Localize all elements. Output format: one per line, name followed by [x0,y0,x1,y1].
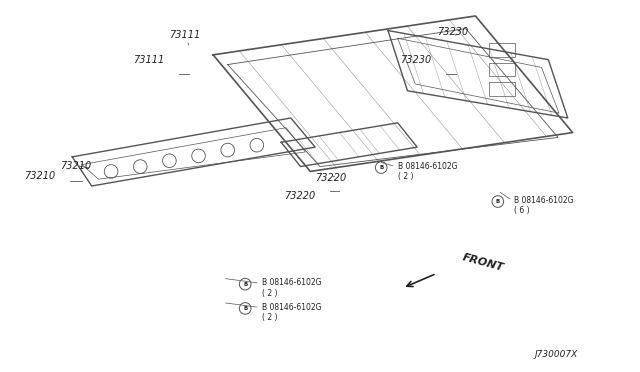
Text: 73111: 73111 [170,30,201,45]
Text: 73230: 73230 [436,28,468,38]
FancyBboxPatch shape [489,62,515,76]
Text: B 08146-6102G
( 2 ): B 08146-6102G ( 2 ) [397,162,457,181]
Text: 73111: 73111 [133,55,164,65]
Text: J730007X: J730007X [534,350,577,359]
Text: 73220: 73220 [284,191,315,201]
Text: B 08146-6102G
( 2 ): B 08146-6102G ( 2 ) [262,278,321,298]
Text: B: B [496,199,500,204]
FancyBboxPatch shape [489,82,515,96]
Text: B: B [379,165,383,170]
Text: 73220: 73220 [315,173,346,183]
Text: 73210: 73210 [61,160,92,170]
Text: FRONT: FRONT [461,253,505,273]
Text: 73210: 73210 [24,171,56,181]
FancyBboxPatch shape [489,43,515,57]
Text: B 08146-6102G
( 6 ): B 08146-6102G ( 6 ) [515,196,574,215]
Text: B 08146-6102G
( 2 ): B 08146-6102G ( 2 ) [262,302,321,322]
Text: 73230: 73230 [401,55,432,65]
Text: B: B [243,282,247,287]
Text: B: B [243,306,247,311]
